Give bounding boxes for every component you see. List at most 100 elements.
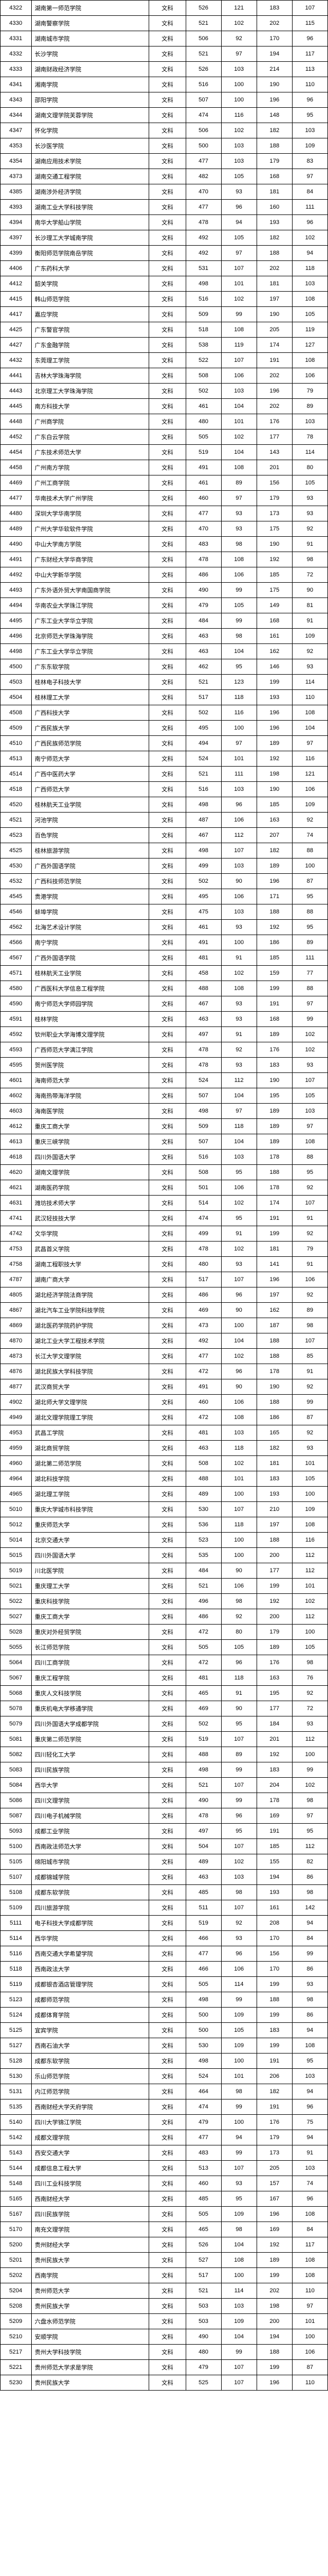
cell-col1: 广东财经大学华商学院 xyxy=(31,552,149,567)
cell-col1: 北京师范大学珠海学院 xyxy=(31,629,149,644)
cell-col3: 488 xyxy=(186,981,221,996)
cell-col4: 102 xyxy=(221,16,257,31)
cell-col0: 4953 xyxy=(1,1425,32,1441)
cell-col2: 文科 xyxy=(149,1594,186,1609)
table-row: 4595贺州医学院文科4789318393 xyxy=(1,1058,328,1073)
cell-col5: 160 xyxy=(257,200,292,215)
cell-col0: 4480 xyxy=(1,506,32,521)
table-row: 4508广西科技大学文科502116196108 xyxy=(1,705,328,721)
cell-col2: 文科 xyxy=(149,2008,186,2023)
cell-col6: 99 xyxy=(292,1946,327,1962)
cell-col6: 93 xyxy=(292,491,327,506)
table-row: 4571桂林航天工业学院文科45810215977 xyxy=(1,966,328,981)
cell-col4: 121 xyxy=(221,1,257,16)
table-row: 4523百色学院文科46711220774 xyxy=(1,828,328,843)
cell-col5: 185 xyxy=(257,1839,292,1854)
cell-col3: 491 xyxy=(186,1379,221,1395)
cell-col4: 99 xyxy=(221,1793,257,1808)
cell-col3: 504 xyxy=(186,1839,221,1854)
cell-col0: 4412 xyxy=(1,276,32,292)
cell-col3: 460 xyxy=(186,1395,221,1410)
cell-col3: 488 xyxy=(186,1747,221,1762)
cell-col4: 118 xyxy=(221,1517,257,1533)
cell-col0: 4399 xyxy=(1,246,32,261)
cell-col5: 190 xyxy=(257,782,292,797)
cell-col2: 文科 xyxy=(149,1471,186,1487)
cell-col1: 华南农业大学珠江学院 xyxy=(31,598,149,613)
cell-col6: 92 xyxy=(292,813,327,828)
cell-col4: 107 xyxy=(221,1778,257,1793)
cell-col1: 广西师范大学漓江学院 xyxy=(31,1042,149,1058)
cell-col3: 484 xyxy=(186,1563,221,1579)
table-row: 5010重庆大学城市科技学院文科530107210109 xyxy=(1,1502,328,1517)
cell-col6: 108 xyxy=(292,2038,327,2054)
cell-col5: 193 xyxy=(257,690,292,705)
cell-col4: 92 xyxy=(221,31,257,46)
cell-col0: 4602 xyxy=(1,1088,32,1104)
cell-col1: 湖北第二师范学院 xyxy=(31,1456,149,1471)
cell-col4: 92 xyxy=(221,1042,257,1058)
table-row: 4618四川外国语大学文科51610317888 xyxy=(1,1150,328,1165)
table-row: 4953武昌工学院文科48110316592 xyxy=(1,1425,328,1441)
cell-col0: 5208 xyxy=(1,2299,32,2314)
table-row: 5144成都信息工程大学文科513107205103 xyxy=(1,2161,328,2176)
cell-col4: 109 xyxy=(221,2008,257,2023)
cell-col3: 477 xyxy=(186,1349,221,1364)
cell-col1: 吉林大学珠海学院 xyxy=(31,368,149,384)
cell-col3: 506 xyxy=(186,123,221,138)
cell-col5: 162 xyxy=(257,1303,292,1318)
cell-col0: 5079 xyxy=(1,1716,32,1732)
cell-col0: 5078 xyxy=(1,1701,32,1716)
cell-col2: 文科 xyxy=(149,767,186,782)
cell-col4: 104 xyxy=(221,445,257,460)
cell-col4: 109 xyxy=(221,2207,257,2222)
cell-col2: 文科 xyxy=(149,2099,186,2115)
cell-col3: 516 xyxy=(186,782,221,797)
cell-col6: 105 xyxy=(292,475,327,491)
cell-col4: 93 xyxy=(221,184,257,200)
cell-col1: 海南热带海洋学院 xyxy=(31,1088,149,1104)
table-row: 5142成都文理学院文科4779417994 xyxy=(1,2130,328,2145)
cell-col2: 文科 xyxy=(149,1487,186,1502)
cell-col1: 四川外国语大学 xyxy=(31,1150,149,1165)
table-row: 5131内江师范学院文科4649818294 xyxy=(1,2084,328,2099)
table-row: 5127西南石油大学文科530109199108 xyxy=(1,2038,328,2054)
cell-col5: 188 xyxy=(257,2345,292,2360)
cell-col3: 467 xyxy=(186,996,221,1012)
table-row: 4509广西民族大学文科495100196104 xyxy=(1,721,328,736)
cell-col2: 文科 xyxy=(149,1563,186,1579)
cell-col4: 119 xyxy=(221,338,257,353)
cell-col4: 103 xyxy=(221,904,257,920)
table-row: 4741武汉轻技技大学文科4749519191 xyxy=(1,1211,328,1226)
cell-col4: 95 xyxy=(221,1211,257,1226)
cell-col1: 乐山师范学院 xyxy=(31,2069,149,2084)
cell-col6: 91 xyxy=(292,1257,327,1272)
cell-col3: 517 xyxy=(186,1272,221,1287)
cell-col6: 89 xyxy=(292,935,327,950)
cell-col0: 5201 xyxy=(1,2253,32,2268)
table-row: 5114西华学院文科4669317084 xyxy=(1,1931,328,1946)
cell-col3: 506 xyxy=(186,31,221,46)
cell-col3: 497 xyxy=(186,1027,221,1042)
cell-col6: 98 xyxy=(292,552,327,567)
cell-col4: 91 xyxy=(221,950,257,966)
cell-col5: 189 xyxy=(257,1027,292,1042)
cell-col2: 文科 xyxy=(149,338,186,353)
table-row: 4873长江大学文理学院文科47710218885 xyxy=(1,1349,328,1364)
cell-col5: 188 xyxy=(257,246,292,261)
cell-col5: 199 xyxy=(257,1977,292,1992)
cell-col4: 96 xyxy=(221,797,257,813)
cell-col5: 192 xyxy=(257,552,292,567)
cell-col2: 文科 xyxy=(149,1180,186,1196)
table-row: 4343邵阳学院文科50710019696 xyxy=(1,92,328,108)
cell-col6: 74 xyxy=(292,2176,327,2191)
table-row: 4399衡阳师范学院南岳学院文科4929718894 xyxy=(1,246,328,261)
cell-col4: 104 xyxy=(221,2237,257,2253)
cell-col1: 广东技术师范大学 xyxy=(31,445,149,460)
cell-col4: 101 xyxy=(221,276,257,292)
cell-col1: 邵阳学院 xyxy=(31,92,149,108)
table-row: 5128成都东软学院文科49810019195 xyxy=(1,2054,328,2069)
cell-col4: 104 xyxy=(221,1088,257,1104)
cell-col5: 190 xyxy=(257,1073,292,1088)
cell-col0: 4503 xyxy=(1,675,32,690)
